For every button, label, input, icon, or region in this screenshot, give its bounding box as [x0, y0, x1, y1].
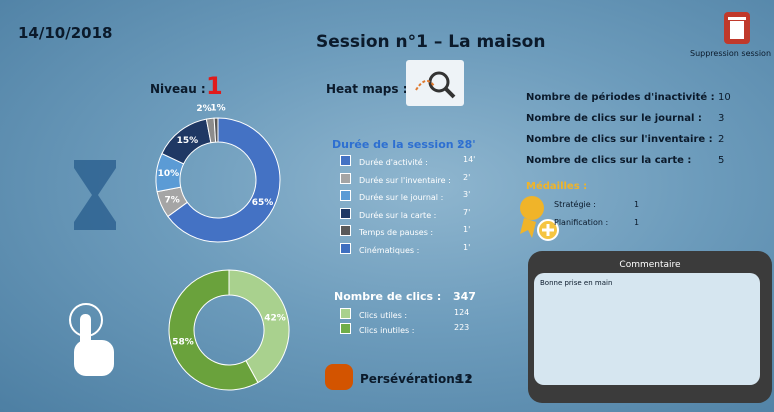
legend-swatch: [340, 243, 351, 254]
stat-label: Nombre de clics sur la carte :: [526, 155, 691, 166]
screen: 14/10/2018 Session n°1 – La maison Suppr…: [0, 0, 774, 412]
segment-label: 42%: [264, 314, 286, 324]
legend-text: Clics inutiles :: [359, 326, 414, 335]
legend-text: Clics utiles :: [359, 311, 407, 320]
stat-value: 2: [718, 134, 724, 145]
legend-text: Durée sur la carte :: [359, 211, 436, 220]
segment-label: 7%: [164, 195, 179, 205]
comment-title: Commentaire: [528, 260, 772, 270]
duration-label: Cinématiques :: [340, 243, 419, 255]
legend-text: Durée d'activité :: [359, 158, 428, 167]
medal-value: 1: [634, 218, 639, 227]
durations-total: 28': [457, 138, 476, 151]
legend-swatch: [340, 155, 351, 166]
perseverations-label: Persévérations :: [360, 372, 471, 386]
legend-text: Temps de pauses :: [359, 228, 433, 237]
legend-text: Durée sur l'inventaire :: [359, 176, 451, 185]
clicks-total: 347: [453, 290, 476, 303]
comment-panel: Commentaire Bonne prise en main: [528, 251, 772, 403]
legend-swatch: [340, 225, 351, 236]
segment-label: 1%: [210, 104, 225, 114]
stat-label: Nombre de clics sur le journal :: [526, 113, 702, 124]
duration-value: 1': [463, 225, 470, 234]
legend-swatch: [340, 173, 351, 184]
stat-value: 5: [718, 155, 724, 166]
stat-value: 3: [718, 113, 724, 124]
legend-text: Cinématiques :: [359, 246, 419, 255]
clicks-label: Clics utiles :: [340, 308, 407, 320]
duration-value: 1': [463, 243, 470, 252]
medal-label: Planification :: [554, 218, 608, 227]
clicks-label: Clics inutiles :: [340, 323, 414, 335]
duration-label: Durée d'activité :: [340, 155, 428, 167]
fist-icon: [322, 360, 356, 394]
duration-value: 14': [463, 155, 475, 164]
legend-swatch: [340, 308, 351, 319]
stat-label: Nombre de périodes d'inactivité :: [526, 92, 715, 103]
medal-value: 1: [634, 200, 639, 209]
clicks-title: Nombre de clics :: [334, 290, 441, 303]
segment-label: 15%: [177, 136, 199, 146]
stat-label: Nombre de clics sur l'inventaire :: [526, 134, 713, 145]
duration-label: Temps de pauses :: [340, 225, 433, 237]
clicks-value: 124: [454, 308, 469, 317]
perseverations-value: 12: [456, 372, 473, 386]
duration-value: 2': [463, 173, 470, 182]
segment-label: 65%: [252, 198, 274, 208]
legend-swatch: [340, 208, 351, 219]
comment-text[interactable]: Bonne prise en main: [534, 273, 760, 385]
duration-value: 3': [463, 190, 470, 199]
duration-value: 7': [463, 208, 470, 217]
segment-label: 10%: [158, 169, 180, 179]
legend-swatch: [340, 190, 351, 201]
medal-label: Stratégie :: [554, 200, 596, 209]
duration-label: Durée sur la carte :: [340, 208, 436, 220]
segment-label: 2%: [196, 104, 211, 114]
legend-swatch: [340, 323, 351, 334]
legend-text: Durée sur le journal :: [359, 193, 443, 202]
clicks-value: 223: [454, 323, 469, 332]
duration-label: Durée sur l'inventaire :: [340, 173, 451, 185]
stat-value: 10: [718, 92, 731, 103]
duration-label: Durée sur le journal :: [340, 190, 443, 202]
segment-label: 58%: [172, 337, 194, 347]
durations-title: Durée de la session :: [332, 138, 462, 151]
medals-title: Médailles :: [526, 181, 587, 192]
